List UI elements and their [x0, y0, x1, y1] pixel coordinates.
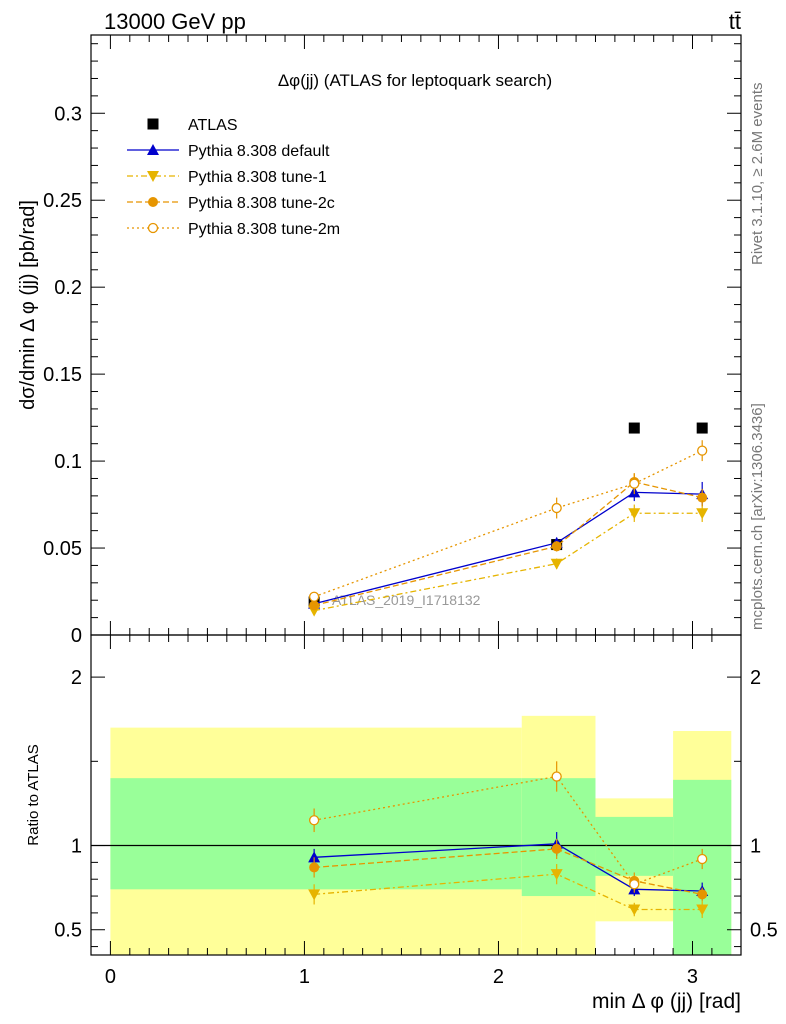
ratio-point	[697, 889, 708, 900]
series-line-2	[314, 512, 703, 612]
data-point	[308, 591, 320, 602]
ratio-bands	[110, 715, 732, 955]
data-point	[696, 508, 709, 520]
mcplots-label: mcplots.cern.ch [arXiv:1306.3436]	[749, 403, 766, 630]
ratio-band-green-2	[595, 816, 674, 876]
ratio-line-3	[314, 775, 703, 886]
ratio-line-0	[314, 843, 703, 892]
ratio-point	[696, 904, 709, 916]
data-point	[697, 445, 708, 456]
x-axis-label: min Δ φ (jj) [rad]	[592, 990, 741, 1013]
ratio-line-1	[314, 873, 703, 911]
data-point	[551, 541, 562, 552]
legend-marker-0	[147, 118, 159, 130]
data-point	[629, 478, 640, 489]
y-tick-label: 0.1	[54, 451, 82, 473]
y-tick-label: 0.05	[43, 538, 82, 560]
main-series	[308, 422, 709, 617]
y-axis-label: dσ/dmin Δ φ (jj) [pb/rad]	[17, 200, 39, 410]
x-tick-label: 2	[493, 966, 504, 988]
ratio-point	[309, 862, 320, 873]
legend-marker-4	[147, 222, 159, 234]
ratio-band-green-0	[110, 778, 522, 890]
ratio-point	[308, 815, 320, 826]
ratio-point	[308, 851, 321, 863]
legend-label-4: Pythia 8.308 tune-2m	[188, 221, 340, 238]
ratio-point	[308, 889, 321, 901]
x-tick-label: 1	[299, 966, 310, 988]
data-point	[550, 558, 563, 570]
ratio-line-2	[314, 848, 703, 896]
ratio-panel-frame	[90, 634, 742, 956]
ratio-band-green-1	[521, 778, 596, 897]
y-tick-label: 0.15	[43, 364, 82, 386]
ratio-y-tick-label: 0.5	[54, 920, 82, 942]
x-tick-label: 3	[687, 966, 698, 988]
legend-label-1: Pythia 8.308 default	[188, 143, 330, 160]
ratio-series	[308, 761, 709, 918]
rivet-label: Rivet 3.1.10, ≥ 2.6M events	[749, 83, 766, 266]
legend: ATLAS Pythia 8.308 default Pythia 8.308 tu…	[127, 117, 340, 238]
y-tick-label: 0.25	[43, 190, 82, 212]
analysis-watermark: ATLAS_2019_I1718132	[332, 592, 481, 608]
y-tick-label: 0.2	[54, 277, 82, 299]
process-label: tt̄	[729, 9, 741, 34]
ratio-y-tick-label-right: 1	[750, 836, 761, 858]
legend-label-2: Pythia 8.308 tune-1	[188, 169, 327, 186]
ratio-y-axis-label: Ratio to ATLAS	[25, 744, 42, 845]
ratio-y-tick-label: 2	[71, 667, 82, 689]
legend-label-3: Pythia 8.308 tune-2c	[188, 195, 335, 212]
axis-ticks	[91, 35, 741, 955]
data-point	[628, 422, 640, 434]
ratio-point	[551, 843, 562, 854]
y-tick-label: 0	[71, 625, 82, 647]
legend-label-0: ATLAS	[188, 117, 238, 134]
data-point	[696, 422, 708, 434]
ratio-point	[551, 771, 562, 782]
legend-marker-1	[147, 144, 159, 155]
legend-marker-2	[147, 171, 159, 182]
ratio-y-tick-label-right: 2	[750, 667, 761, 689]
energy-label: 13000 GeV pp	[104, 9, 246, 34]
series-line-1	[313, 491, 703, 605]
tick-labels: 0 1 2 3 0 0.05 0.1 0.15 0.2 0.25 0.3 0.5 0.5 1 1 2 2	[43, 103, 778, 988]
chart-title: Δφ(jj) (ATLAS for leptoquark search)	[278, 71, 552, 90]
ratio-point	[629, 879, 640, 890]
y-tick-label: 0.3	[54, 103, 82, 125]
data-point	[697, 492, 708, 503]
ratio-point	[550, 869, 563, 881]
data-point	[551, 502, 562, 514]
ratio-point	[628, 904, 641, 916]
legend-marker-3	[148, 197, 158, 207]
ratio-point	[697, 853, 708, 865]
ratio-y-tick-label: 1	[71, 836, 82, 858]
data-point	[628, 508, 641, 520]
data-point	[309, 600, 320, 611]
series-line-3	[313, 481, 703, 607]
x-tick-label: 0	[105, 966, 116, 988]
series-line-4	[313, 450, 703, 598]
ratio-y-tick-label-right: 0.5	[750, 920, 778, 942]
